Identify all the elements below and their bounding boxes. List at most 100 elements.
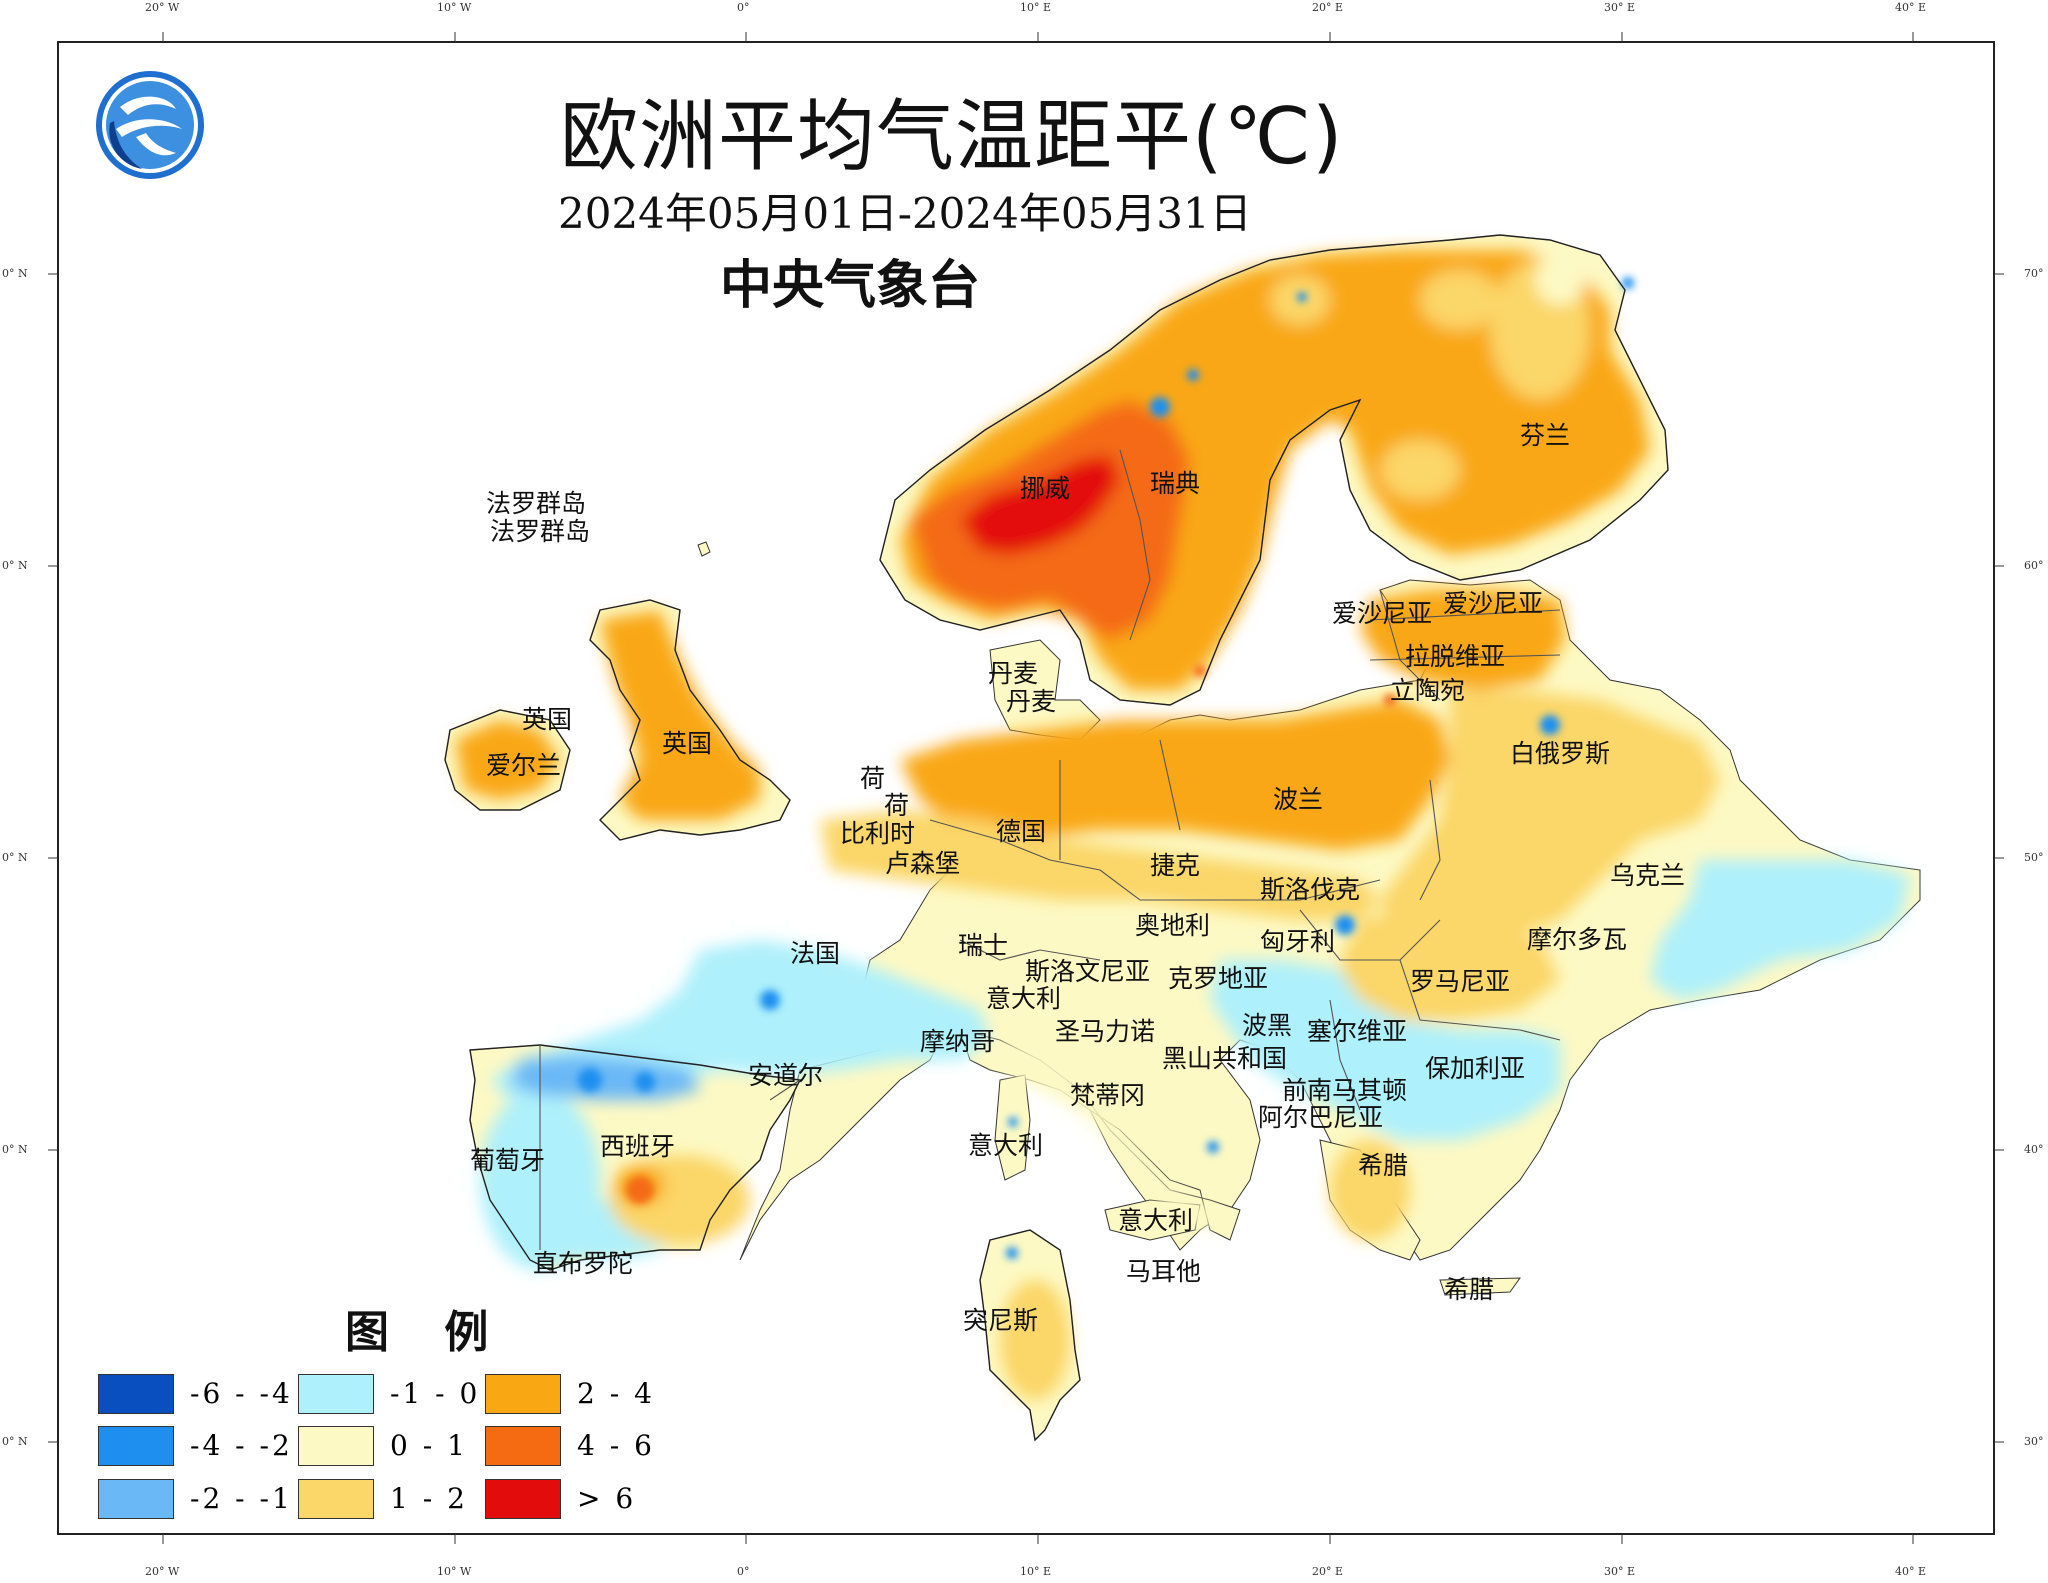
bottom-tick-label: 10° W	[437, 1565, 472, 1578]
right-tick-label: 30°	[2024, 1435, 2044, 1448]
country-label: 爱沙尼亚	[1332, 599, 1433, 628]
country-borders	[539, 449, 1561, 1250]
country-label: 保加利亚	[1425, 1054, 1526, 1083]
top-tick-label: 0°	[737, 1, 750, 14]
date-range: 2024年05月01日-2024年05月31日	[558, 189, 1252, 238]
country-label: 圣马力诺	[1055, 1017, 1156, 1046]
country-label: 罗马尼亚	[1410, 967, 1511, 996]
bottom-tick-label: 10° E	[1020, 1565, 1052, 1578]
country-label: 荷	[884, 791, 910, 820]
legend-label: 1 - 2	[390, 1482, 468, 1515]
legend-label: -4 - -2	[190, 1429, 293, 1462]
country-label: 摩纳哥	[920, 1027, 996, 1056]
land-faroe	[697, 541, 711, 557]
country-label: 英国	[522, 705, 573, 734]
legend-label: 0 - 1	[390, 1429, 468, 1462]
left-tick-label: 0° N	[2, 559, 28, 572]
country-label: 立陶宛	[1390, 676, 1466, 705]
country-label: 爱沙尼亚	[1443, 589, 1544, 618]
legend-label: 2 - 4	[577, 1377, 655, 1410]
agency-name: 中央气象台	[720, 256, 981, 316]
country-label: 西班牙	[600, 1132, 676, 1161]
legend-swatch	[98, 1426, 174, 1466]
legend-swatch	[485, 1426, 561, 1466]
legend-label: -6 - -4	[190, 1377, 293, 1410]
top-tick-label: 10° W	[437, 1, 472, 14]
country-label: 梵蒂冈	[1070, 1081, 1146, 1110]
country-label: 意大利	[986, 984, 1062, 1013]
country-label: 前南马其顿	[1282, 1076, 1408, 1105]
anomaly-fields	[455, 250, 1910, 1400]
country-label: 斯洛文尼亚	[1025, 957, 1151, 986]
cma-logo	[96, 71, 204, 179]
legend-swatch	[298, 1374, 374, 1414]
legend-swatch	[98, 1374, 174, 1414]
bottom-tick-label: 20° W	[145, 1565, 180, 1578]
country-label: 卢森堡	[885, 849, 961, 878]
country-label: 意大利	[968, 1131, 1044, 1160]
country-label: 荷	[860, 764, 886, 793]
axis-ticks	[48, 32, 2004, 1544]
country-label: 拉脱维亚	[1405, 642, 1506, 671]
land-crete	[1439, 1277, 1521, 1296]
left-tick-label: 0° N	[2, 1143, 28, 1156]
map-title: 欧洲平均气温距平(℃)	[560, 92, 1344, 182]
country-label: 直布罗陀	[533, 1249, 634, 1278]
country-label: 摩尔多瓦	[1527, 925, 1628, 954]
legend-label: -2 - -1	[190, 1482, 293, 1515]
right-tick-label: 50°	[2024, 851, 2044, 864]
legend-swatch	[485, 1479, 561, 1519]
anomaly-spots	[578, 277, 1634, 1259]
country-label: 克罗地亚	[1168, 964, 1269, 993]
left-tick-label: 0° N	[2, 1435, 28, 1448]
country-label: 法罗群岛	[490, 517, 591, 546]
right-tick-label: 40°	[2024, 1143, 2044, 1156]
legend-swatch	[98, 1479, 174, 1519]
country-label: 波黑	[1242, 1011, 1293, 1040]
legend-swatch	[298, 1426, 374, 1466]
top-tick-label: 30° E	[1604, 1, 1636, 14]
country-label: 瑞典	[1150, 469, 1201, 498]
land-denmark	[989, 639, 1101, 741]
country-label: 波兰	[1273, 785, 1324, 814]
country-label: 比利时	[840, 819, 916, 848]
country-label: 乌克兰	[1610, 861, 1686, 890]
country-label: 爱尔兰	[486, 751, 562, 780]
right-tick-label: 60°	[2024, 559, 2044, 572]
top-tick-label: 20° W	[145, 1, 180, 14]
country-label: 黑山共和国	[1162, 1044, 1288, 1073]
country-label: 意大利	[1118, 1206, 1194, 1235]
country-label: 白俄罗斯	[1510, 739, 1611, 768]
legend-label: > 6	[577, 1482, 637, 1515]
left-tick-label: 0° N	[2, 267, 28, 280]
country-label: 阿尔巴尼亚	[1258, 1103, 1384, 1132]
top-tick-label: 20° E	[1312, 1, 1344, 14]
country-label: 突尼斯	[963, 1306, 1039, 1335]
coastlines	[444, 234, 1669, 1442]
country-label: 芬兰	[1520, 421, 1571, 450]
legend-label: 4 - 6	[577, 1429, 655, 1462]
country-label: 奥地利	[1135, 911, 1211, 940]
legend-title: 图 例	[345, 1307, 509, 1358]
country-label: 英国	[662, 729, 713, 758]
country-label: 法罗群岛	[486, 489, 587, 518]
country-label: 葡萄牙	[470, 1146, 546, 1175]
country-label: 希腊	[1444, 1275, 1495, 1304]
bottom-tick-label: 30° E	[1604, 1565, 1636, 1578]
country-label: 马耳他	[1126, 1257, 1202, 1286]
left-tick-label: 0° N	[2, 851, 28, 864]
bottom-tick-label: 40° E	[1895, 1565, 1927, 1578]
legend-swatch	[485, 1374, 561, 1414]
country-label: 捷克	[1150, 851, 1201, 880]
bottom-tick-label: 0°	[737, 1565, 750, 1578]
top-tick-label: 10° E	[1020, 1, 1052, 14]
country-label: 法国	[790, 939, 841, 968]
bottom-tick-label: 20° E	[1312, 1565, 1344, 1578]
country-label: 塞尔维亚	[1307, 1017, 1408, 1046]
country-label: 匈牙利	[1260, 927, 1336, 956]
country-label: 瑞士	[958, 931, 1009, 960]
country-label: 丹麦	[988, 659, 1039, 688]
country-label: 斯洛伐克	[1260, 875, 1361, 904]
country-label: 希腊	[1358, 1151, 1409, 1180]
